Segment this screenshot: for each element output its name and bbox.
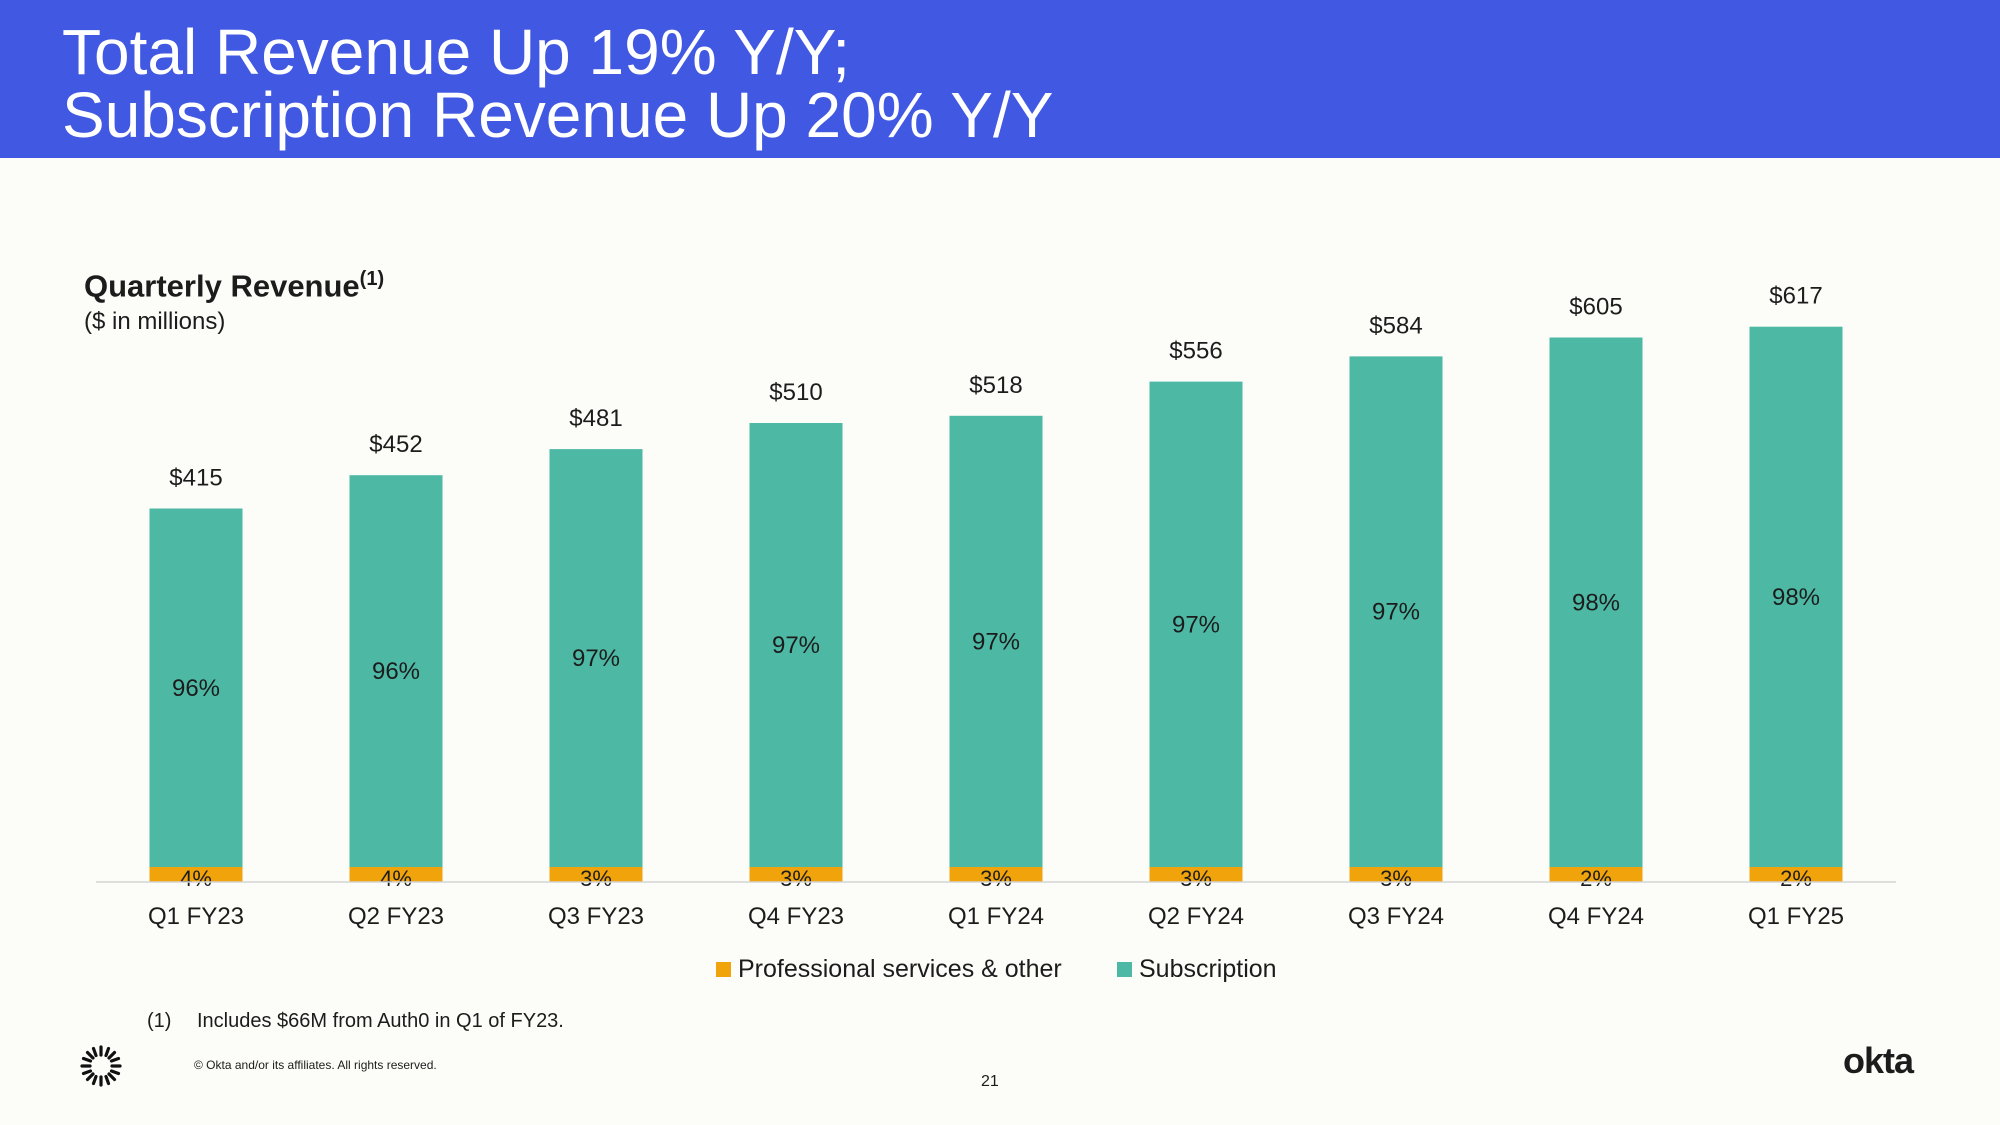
subscription-share-label: 96% [372, 658, 420, 685]
subscription-share-label: 96% [172, 675, 220, 702]
chart-title: Quarterly Revenue(1) [84, 268, 384, 304]
total-value-label: $452 [369, 431, 422, 458]
x-axis-tick-label: Q4 FY24 [1548, 903, 1644, 930]
bar-professional-services [549, 867, 643, 882]
chart-title-text: Quarterly Revenue [84, 268, 360, 304]
legend-swatch-subscription [1117, 961, 1132, 977]
services-share-label: 3% [780, 866, 812, 891]
services-share-label: 3% [1180, 866, 1212, 891]
x-axis-tick-label: Q1 FY23 [148, 903, 244, 930]
bar-subscription [1349, 356, 1443, 867]
page-number: 21 [981, 1073, 999, 1090]
footnote-marker: (1) [147, 1010, 172, 1032]
slide-title-line-1: Total Revenue Up 19% Y/Y; [62, 16, 851, 88]
total-value-label: $556 [1169, 338, 1222, 365]
chart-subtitle: ($ in millions) [84, 308, 226, 335]
subscription-share-label: 97% [1172, 611, 1220, 638]
legend-swatch-services [716, 961, 731, 977]
legend-item-subscription: Subscription [1117, 954, 1277, 984]
total-value-label: $605 [1569, 294, 1622, 321]
bar-professional-services [1549, 867, 1643, 882]
services-share-label: 2% [1780, 866, 1812, 891]
footnote-text: Includes $66M from Auth0 in Q1 of FY23. [197, 1010, 564, 1032]
subscription-share-label: 97% [572, 645, 620, 672]
bar-subscription [549, 449, 643, 867]
total-value-label: $518 [969, 372, 1022, 399]
services-share-label: 2% [1580, 866, 1612, 891]
bar-subscription [1549, 337, 1643, 867]
services-share-label: 4% [180, 866, 212, 891]
x-axis-tick-label: Q1 FY24 [948, 903, 1044, 930]
services-share-label: 3% [580, 866, 612, 891]
subscription-share-label: 97% [1372, 599, 1420, 626]
bar-subscription [949, 415, 1043, 867]
x-axis-tick-label: Q2 FY24 [1148, 903, 1244, 930]
x-axis-tick-label: Q3 FY23 [548, 903, 644, 930]
bar-subscription [1149, 381, 1243, 867]
total-value-label: $415 [169, 465, 222, 492]
legend-label-subscription: Subscription [1139, 954, 1277, 983]
bar-professional-services [1749, 867, 1843, 882]
slide-header: Total Revenue Up 19% Y/Y; Subscription R… [0, 0, 2000, 158]
okta-burst-icon [80, 1045, 122, 1087]
subscription-share-label: 98% [1772, 584, 1820, 611]
bar-professional-services [749, 867, 843, 882]
x-axis-tick-label: Q2 FY23 [348, 903, 444, 930]
okta-wordmark: okta [1843, 1040, 1914, 1081]
subscription-share-label: 98% [1572, 589, 1620, 616]
subscription-share-label: 97% [972, 628, 1020, 655]
x-axis-tick-label: Q4 FY23 [748, 903, 844, 930]
subscription-share-label: 97% [772, 632, 820, 659]
bar-professional-services [149, 867, 243, 882]
services-share-label: 4% [380, 866, 412, 891]
bar-professional-services [949, 867, 1043, 882]
bar-subscription [349, 475, 443, 867]
bar-professional-services [1149, 867, 1243, 882]
slide-title-line-2: Subscription Revenue Up 20% Y/Y [62, 79, 1054, 151]
total-value-label: $617 [1769, 283, 1822, 310]
bar-professional-services [1349, 867, 1443, 882]
x-axis-tick-label: Q3 FY24 [1348, 903, 1444, 930]
bar-subscription [749, 423, 843, 867]
bar-professional-services [349, 867, 443, 882]
x-axis-tick-label: Q1 FY25 [1748, 903, 1844, 930]
bar-subscription [1749, 326, 1843, 867]
copyright-notice: © Okta and/or its affiliates. All rights… [194, 1058, 437, 1072]
total-value-label: $481 [569, 405, 622, 432]
bar-subscription [149, 508, 243, 867]
total-value-label: $510 [769, 379, 822, 406]
total-value-label: $584 [1369, 312, 1422, 339]
services-share-label: 3% [1380, 866, 1412, 891]
services-share-label: 3% [980, 866, 1012, 891]
legend-item-services: Professional services & other [716, 954, 1062, 984]
chart-title-footnote-marker: (1) [359, 268, 385, 290]
legend-label-services: Professional services & other [738, 954, 1062, 983]
